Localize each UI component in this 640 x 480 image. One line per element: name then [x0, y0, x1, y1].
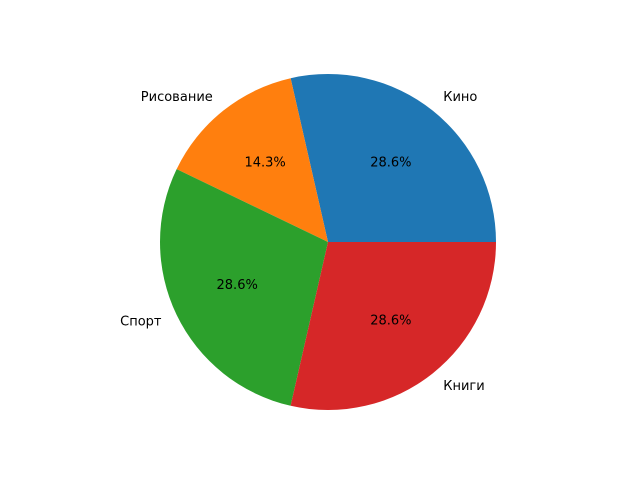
slice-percent-3: 28.6% [217, 278, 258, 293]
slice-label-4: Книги [443, 379, 484, 394]
pie-slices [159, 73, 496, 411]
slice-percent-2: 14.3% [244, 156, 285, 171]
pie-slice-2 [176, 78, 328, 242]
slice-label-2: Рисование [141, 90, 213, 105]
pie-slice-3 [159, 169, 328, 406]
pie-slice-1 [290, 73, 496, 242]
slice-percent-4: 28.6% [370, 313, 411, 328]
slice-label-3: Спорт [120, 315, 162, 330]
pie-slice-4 [290, 242, 496, 411]
slice-percent-1: 28.6% [370, 156, 411, 171]
pie-labels: Кино 28.6% Рисование 14.3% Спорт 28.6% Книги 28… [120, 90, 485, 394]
slice-label-1: Кино [443, 90, 477, 105]
